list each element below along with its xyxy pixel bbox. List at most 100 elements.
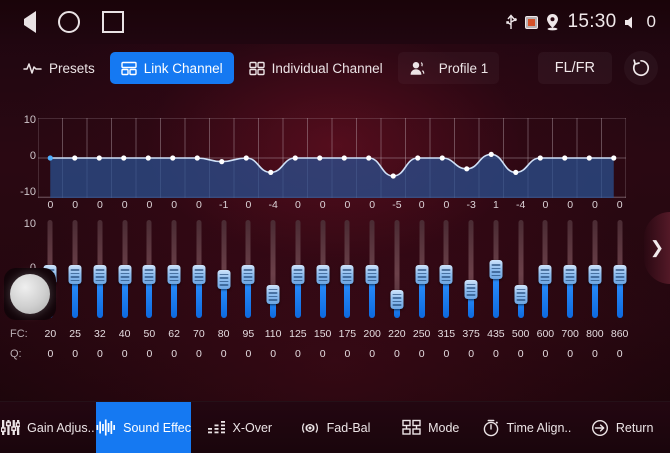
- fc-value[interactable]: 32: [94, 328, 106, 340]
- tab-presets[interactable]: Presets: [12, 52, 106, 84]
- q-value[interactable]: 0: [220, 348, 227, 360]
- slider-thumb[interactable]: [340, 265, 354, 284]
- slider-thumb[interactable]: [118, 265, 132, 284]
- q-value[interactable]: 0: [72, 348, 79, 360]
- eq-curve-point[interactable]: [488, 151, 494, 157]
- slider-thumb[interactable]: [217, 269, 231, 289]
- eq-curve-point[interactable]: [96, 155, 102, 161]
- fc-value[interactable]: 150: [313, 328, 332, 340]
- bottom-nav-mode-grid[interactable]: Mode: [383, 402, 479, 453]
- slider-thumb[interactable]: [291, 265, 305, 284]
- eq-curve-point[interactable]: [292, 155, 298, 161]
- slider-thumb[interactable]: [538, 265, 552, 284]
- q-value[interactable]: 0: [616, 348, 623, 360]
- q-value[interactable]: 0: [146, 348, 153, 360]
- eq-curve-point[interactable]: [439, 155, 445, 161]
- q-value[interactable]: 0: [96, 348, 103, 360]
- bottom-nav-crossover[interactable]: X-Over: [191, 402, 287, 453]
- eq-slider[interactable]: [459, 216, 484, 322]
- eq-curve-point[interactable]: [415, 155, 421, 161]
- fc-value[interactable]: 110: [264, 328, 282, 340]
- volume-mute-icon[interactable]: [624, 15, 640, 30]
- q-value[interactable]: 0: [517, 348, 524, 360]
- eq-slider[interactable]: [508, 216, 533, 322]
- q-value[interactable]: 0: [344, 348, 351, 360]
- slider-thumb[interactable]: [167, 265, 181, 284]
- q-value[interactable]: 0: [567, 348, 574, 360]
- eq-slider[interactable]: [484, 216, 509, 322]
- eq-slider[interactable]: [335, 216, 360, 322]
- eq-curve-point[interactable]: [243, 155, 249, 161]
- fc-value[interactable]: 25: [69, 328, 81, 340]
- eq-curve-point[interactable]: [341, 155, 347, 161]
- q-value[interactable]: 0: [418, 348, 425, 360]
- fc-value[interactable]: 700: [561, 328, 579, 340]
- fc-value[interactable]: 80: [217, 328, 230, 340]
- slider-thumb[interactable]: [192, 265, 206, 284]
- q-value[interactable]: 0: [542, 348, 549, 360]
- q-value[interactable]: 0: [121, 348, 128, 360]
- q-value[interactable]: 0: [393, 348, 400, 360]
- q-value[interactable]: 0: [591, 348, 598, 360]
- eq-slider[interactable]: [360, 216, 385, 322]
- bottom-nav-gain-adjust[interactable]: Gain Adjus..: [0, 402, 96, 453]
- eq-slider[interactable]: [558, 216, 583, 322]
- slider-track[interactable]: [270, 220, 276, 318]
- slider-thumb[interactable]: [588, 265, 602, 284]
- eq-slider[interactable]: [409, 216, 434, 322]
- fc-value[interactable]: 375: [462, 328, 480, 340]
- q-value[interactable]: 0: [468, 348, 475, 360]
- q-value[interactable]: 0: [319, 348, 326, 360]
- slider-thumb[interactable]: [93, 265, 107, 284]
- slider-thumb[interactable]: [142, 265, 156, 284]
- fc-value[interactable]: 800: [586, 328, 604, 340]
- eq-curve-point[interactable]: [317, 155, 323, 161]
- slider-track[interactable]: [518, 220, 524, 318]
- eq-curve-point[interactable]: [464, 166, 470, 172]
- eq-curve-point[interactable]: [513, 169, 519, 175]
- fc-value[interactable]: 315: [437, 328, 456, 340]
- eq-slider[interactable]: [236, 216, 261, 322]
- eq-slider[interactable]: [385, 216, 410, 322]
- q-value[interactable]: 0: [294, 348, 301, 360]
- eq-slider[interactable]: [211, 216, 236, 322]
- next-page-button[interactable]: ❯: [644, 212, 670, 284]
- fc-value[interactable]: 95: [242, 328, 255, 340]
- fc-value[interactable]: 860: [610, 328, 629, 340]
- slider-thumb[interactable]: [68, 265, 82, 284]
- fc-value[interactable]: 175: [338, 328, 357, 340]
- eq-curve-point[interactable]: [390, 173, 396, 179]
- fc-value[interactable]: 70: [193, 328, 205, 340]
- slider-thumb[interactable]: [390, 289, 404, 309]
- eq-curve-point[interactable]: [586, 155, 592, 161]
- eq-curve-graph[interactable]: [38, 118, 626, 198]
- eq-curve-point[interactable]: [72, 155, 78, 161]
- eq-slider[interactable]: [607, 216, 632, 322]
- eq-slider[interactable]: [533, 216, 558, 322]
- slider-thumb[interactable]: [563, 265, 577, 284]
- eq-slider[interactable]: [137, 216, 162, 322]
- q-value[interactable]: 0: [443, 348, 450, 360]
- eq-curve-point[interactable]: [268, 169, 274, 175]
- eq-slider[interactable]: [88, 216, 113, 322]
- eq-slider[interactable]: [187, 216, 212, 322]
- fc-value[interactable]: 200: [363, 328, 381, 340]
- eq-curve-point[interactable]: [611, 155, 617, 161]
- q-value[interactable]: 0: [369, 348, 376, 360]
- eq-curve-point[interactable]: [562, 155, 568, 161]
- q-value[interactable]: 0: [171, 348, 178, 360]
- tab-link-channel[interactable]: Link Channel: [109, 52, 234, 84]
- fc-value[interactable]: 435: [487, 328, 505, 340]
- eq-curve-point[interactable]: [537, 155, 543, 161]
- fc-value[interactable]: 20: [44, 328, 57, 340]
- bottom-nav-return-arrow[interactable]: Return: [574, 402, 670, 453]
- slider-thumb[interactable]: [365, 265, 379, 284]
- slider-thumb[interactable]: [316, 265, 330, 284]
- slider-track[interactable]: [468, 220, 474, 318]
- eq-curve-point[interactable]: [170, 155, 176, 161]
- fc-value[interactable]: 125: [289, 328, 307, 340]
- channel-selector-flfr[interactable]: FL/FR: [537, 52, 612, 84]
- eq-curve-point[interactable]: [145, 155, 151, 161]
- fc-value[interactable]: 600: [536, 328, 555, 340]
- slider-track[interactable]: [221, 220, 227, 318]
